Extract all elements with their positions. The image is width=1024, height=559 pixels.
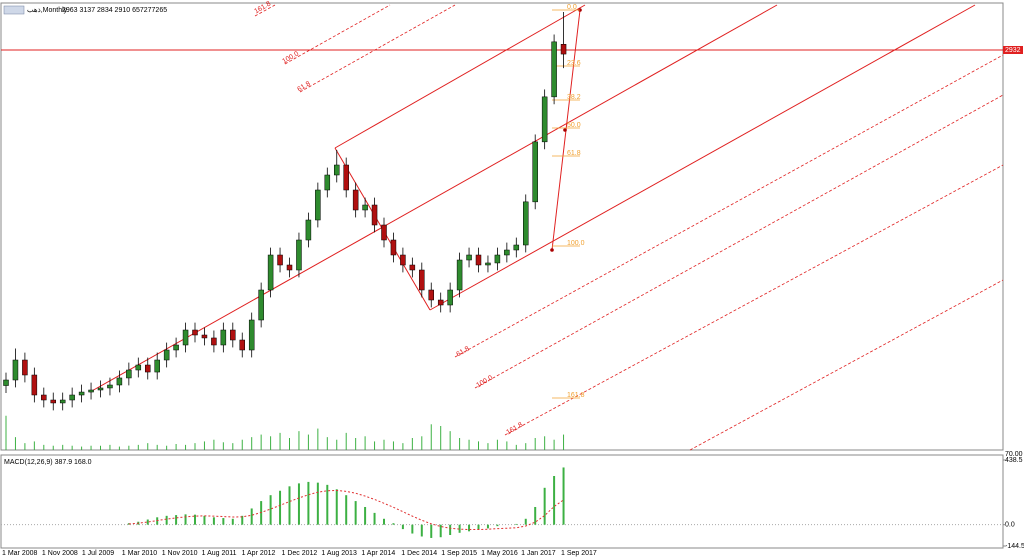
x-tick-label: 1 Nov 2010 xyxy=(162,550,198,557)
x-tick-label: 1 Mar 2008 xyxy=(2,550,38,557)
y-tick-label: 438.5 xyxy=(1005,457,1023,464)
candle-body xyxy=(230,329,236,341)
volume-scale-label: 70.00 xyxy=(1005,451,1023,458)
candle-body xyxy=(362,204,368,211)
fib-label: 50.0 xyxy=(567,122,581,129)
candle-body xyxy=(381,224,387,241)
candle-body xyxy=(352,189,359,211)
candle-body xyxy=(504,249,510,256)
candle-body xyxy=(532,141,538,203)
candle-body xyxy=(324,174,331,191)
fib-label: 61.8 xyxy=(567,150,581,157)
candle-body xyxy=(286,264,293,271)
y-tick-label: -144.5 xyxy=(1005,543,1024,550)
candle-body xyxy=(211,337,217,346)
fib-label: 0.0 xyxy=(567,4,577,11)
candle-body xyxy=(59,399,66,404)
candle-body xyxy=(390,239,397,256)
fib-label: 23.6 xyxy=(567,60,581,67)
candle-body xyxy=(334,164,340,176)
candle-body xyxy=(50,399,56,404)
candle-body xyxy=(220,329,227,346)
candle-body xyxy=(88,389,94,393)
candle-body xyxy=(296,239,302,271)
y-tick-label: 0.0 xyxy=(1005,522,1015,529)
candle-body xyxy=(419,269,425,291)
candle-body xyxy=(78,391,85,396)
candle-body xyxy=(107,384,113,389)
candle-body xyxy=(466,254,472,261)
candle-body xyxy=(456,259,463,291)
candle-body xyxy=(3,379,9,386)
main-frame xyxy=(0,2,1004,451)
candle-body xyxy=(97,387,104,391)
candle-body xyxy=(371,204,378,226)
x-tick-label: 1 May 2016 xyxy=(481,550,518,557)
candle-body xyxy=(523,201,529,246)
x-tick-label: 1 Sep 2015 xyxy=(441,550,477,557)
chart-title: ذهب,Monthly xyxy=(27,7,68,14)
candle-body xyxy=(560,44,567,55)
x-tick-label: 1 Nov 2008 xyxy=(42,550,78,557)
candle-body xyxy=(258,289,264,321)
candle-body xyxy=(447,289,453,306)
symbol-icon xyxy=(3,5,25,15)
candle-body xyxy=(12,359,19,381)
candle-body xyxy=(428,289,434,301)
macd-frame xyxy=(0,454,1004,549)
x-tick-label: 1 Apr 2014 xyxy=(361,550,395,557)
x-tick-label: 1 Apr 2012 xyxy=(242,550,276,557)
candle-body xyxy=(163,349,170,361)
candle-body xyxy=(201,334,208,339)
candle-body xyxy=(248,319,255,351)
candle-body xyxy=(173,344,179,351)
price-tag xyxy=(1003,46,1023,54)
header-values: 2963 3137 2834 2910 657277265 xyxy=(62,7,167,14)
price-tag-label: 2932 xyxy=(1005,47,1021,54)
x-tick-label: 1 Jul 2009 xyxy=(82,550,114,557)
candle-body xyxy=(267,254,274,291)
x-tick-label: 1 Dec 2012 xyxy=(282,550,318,557)
candle-body xyxy=(22,359,28,376)
candle-body xyxy=(154,359,160,373)
x-tick-label: 1 Aug 2013 xyxy=(321,550,357,557)
signal-line xyxy=(128,489,564,531)
candle-body xyxy=(69,394,75,401)
fib-label: 161.8 xyxy=(567,392,585,399)
candle-body xyxy=(145,364,151,373)
candle-body xyxy=(182,329,189,346)
candle-body xyxy=(475,254,482,266)
candle-body xyxy=(305,219,312,241)
x-tick-label: 1 Jan 2017 xyxy=(521,550,556,557)
candle-body xyxy=(315,189,321,221)
candle-body xyxy=(343,164,349,191)
candle-body xyxy=(41,394,47,401)
candle-body xyxy=(485,262,491,266)
fib-label: 100.0 xyxy=(567,240,585,247)
candle-body xyxy=(192,329,198,336)
candle-body xyxy=(116,377,123,386)
candle-body xyxy=(409,264,416,271)
candle-body xyxy=(437,299,444,306)
candle-body xyxy=(126,369,132,379)
x-tick-label: 1 Aug 2011 xyxy=(202,550,237,557)
macd-title: MACD(12,26,9) 387.9 168.0 xyxy=(4,459,92,466)
candle-body xyxy=(31,374,38,396)
candle-body xyxy=(494,254,501,264)
candle-body xyxy=(541,96,548,143)
candle-body xyxy=(135,364,142,371)
x-tick-label: 1 Mar 2010 xyxy=(122,550,158,557)
x-tick-label: 1 Dec 2014 xyxy=(401,550,437,557)
channel-drawing xyxy=(89,4,1004,451)
candle-body xyxy=(513,244,520,251)
candle-body xyxy=(400,254,406,266)
x-tick-label: 1 Sep 2017 xyxy=(561,550,597,557)
candle-body xyxy=(551,41,557,98)
candle-body xyxy=(239,339,245,351)
fib-label: 38.2 xyxy=(567,94,581,101)
candle-body xyxy=(277,254,283,266)
